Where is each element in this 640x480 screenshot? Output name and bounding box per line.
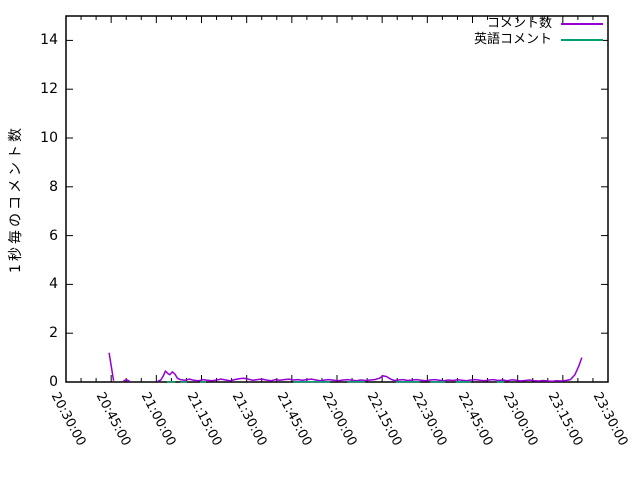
y-tick-label: 0 — [49, 374, 58, 390]
legend-line-sample-english-comments-icon — [561, 39, 603, 41]
y-tick-label: 8 — [49, 178, 58, 195]
legend-item-english-comments: 英語コメント — [474, 33, 603, 47]
y-tick-label: 4 — [49, 276, 58, 293]
legend: コメント数 英語コメント — [474, 17, 603, 47]
y-tick-label: 6 — [49, 227, 58, 244]
legend-line-sample-comments-icon — [561, 23, 603, 25]
y-tick-label: 14 — [40, 32, 58, 49]
y-tick-label: 12 — [40, 81, 58, 98]
y-tick-label: 2 — [49, 325, 58, 342]
legend-label-english-comments: 英語コメント — [473, 32, 552, 47]
legend-item-comments: コメント数 — [474, 17, 603, 31]
y-tick-label: 10 — [40, 130, 58, 146]
legend-label-comments: コメント数 — [486, 16, 552, 31]
